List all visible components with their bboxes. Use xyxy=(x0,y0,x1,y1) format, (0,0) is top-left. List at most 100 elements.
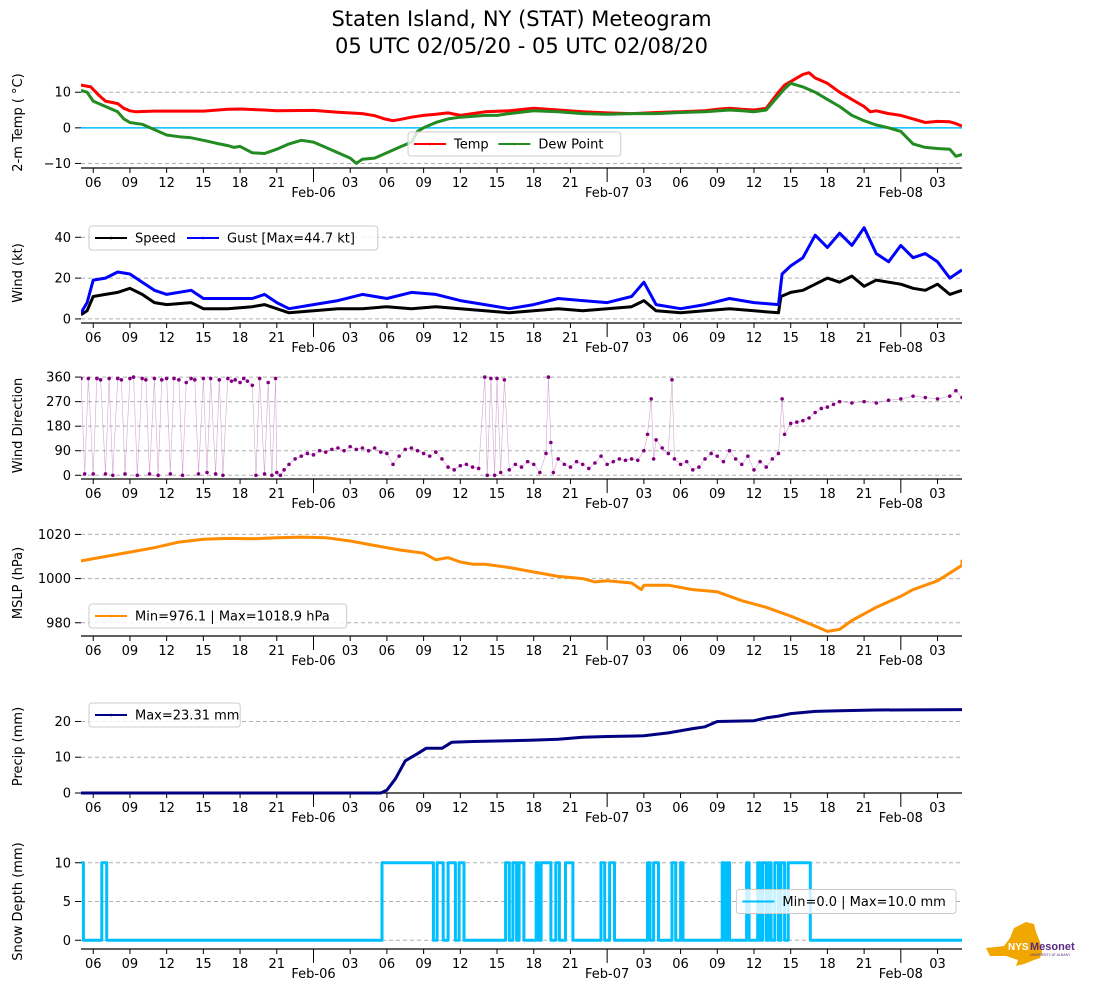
legend-marker xyxy=(201,236,205,240)
data-point xyxy=(837,399,842,404)
y-tick-label: 1000 xyxy=(38,572,71,587)
data-point xyxy=(788,421,793,426)
x-tick-label: 12 xyxy=(158,331,175,346)
y-tick-label: 20 xyxy=(54,715,71,730)
data-point xyxy=(152,376,157,381)
x-tick-label: 06 xyxy=(672,487,689,502)
data-point xyxy=(131,375,136,379)
x-tick-label: 06 xyxy=(85,176,102,191)
data-point xyxy=(205,470,209,475)
x-tick-label: 09 xyxy=(122,957,139,972)
y-tick-label: 360 xyxy=(46,371,71,386)
x-tick-label: 15 xyxy=(195,176,212,191)
data-point xyxy=(476,466,481,471)
x-tick-label: 21 xyxy=(562,331,579,346)
y-tick-label: 180 xyxy=(46,420,71,435)
y-tick-label: 10 xyxy=(54,751,71,766)
x-tick-label: 21 xyxy=(856,644,873,659)
data-point xyxy=(593,461,597,465)
data-point xyxy=(586,466,591,471)
x-tick-label: 09 xyxy=(709,176,726,191)
data-point xyxy=(531,462,536,467)
data-point xyxy=(642,448,646,453)
data-point xyxy=(697,465,701,469)
series-line-speed xyxy=(81,274,962,317)
data-point xyxy=(960,395,962,400)
data-point xyxy=(208,376,213,381)
data-point xyxy=(670,378,674,382)
data-point xyxy=(556,457,561,461)
data-point xyxy=(254,473,258,478)
x-tick-label: 18 xyxy=(819,176,836,191)
x-tick-label: 15 xyxy=(489,331,506,346)
x-tick-label: 21 xyxy=(269,801,286,816)
data-point xyxy=(427,454,432,458)
y-axis-label: Wind Direction xyxy=(11,378,26,474)
panel-mslp: 980 1000 1020 MSLP (hPa) 06 09 12 15 18 21 03 06 09 1… xyxy=(11,528,962,669)
legend-marker xyxy=(428,142,432,146)
data-point xyxy=(807,416,811,420)
x-date-label: Feb-08 xyxy=(879,654,923,669)
data-point xyxy=(660,446,665,450)
x-tick-label: 12 xyxy=(452,957,469,972)
data-point xyxy=(103,472,108,476)
data-point xyxy=(330,447,334,452)
x-tick-label: 15 xyxy=(782,644,799,659)
x-tick-label: 03 xyxy=(636,176,653,191)
x-tick-label: 12 xyxy=(452,644,469,659)
x-tick-label: 03 xyxy=(342,644,359,659)
x-tick-label: 12 xyxy=(452,801,469,816)
y-axis-label: MSLP (hPa) xyxy=(11,547,26,619)
x-tick-label: 09 xyxy=(415,801,432,816)
logo-nys-text: NYS xyxy=(1008,942,1029,953)
data-point xyxy=(348,444,352,449)
data-point xyxy=(233,378,237,382)
x-date-label: Feb-06 xyxy=(291,341,335,356)
data-point xyxy=(562,462,567,467)
y-tick-label: 0 xyxy=(63,312,71,327)
y-axis-label: 2-m Temp ( °C) xyxy=(11,73,26,171)
x-tick-label: 03 xyxy=(636,487,653,502)
data-point xyxy=(801,418,805,423)
data-point xyxy=(899,397,903,401)
y-tick-label: 40 xyxy=(54,231,71,246)
legend: Max=23.31 mm xyxy=(88,702,241,728)
x-date-label: Feb-06 xyxy=(291,967,335,982)
legend-box xyxy=(735,889,957,914)
x-tick-label: 12 xyxy=(452,331,469,346)
data-point xyxy=(519,465,524,469)
x-tick-label: 18 xyxy=(819,644,836,659)
x-tick-label: 12 xyxy=(746,644,763,659)
data-point xyxy=(862,399,866,404)
x-tick-label: 03 xyxy=(636,331,653,346)
x-tick-label: 03 xyxy=(342,331,359,346)
x-tick-label: 15 xyxy=(489,801,506,816)
x-tick-label: 09 xyxy=(415,644,432,659)
data-point xyxy=(458,463,463,468)
data-point xyxy=(746,454,750,458)
data-point xyxy=(372,446,377,450)
data-point xyxy=(168,472,173,476)
series-line-temp xyxy=(81,71,962,128)
x-tick-label: 18 xyxy=(819,331,836,346)
x-date-label: Feb-08 xyxy=(879,497,923,512)
y-tick-label: 20 xyxy=(54,272,71,287)
data-point xyxy=(611,459,616,464)
y-axis-label: Wind (kt) xyxy=(11,243,26,303)
y-axis-label: Snow Depth (mm) xyxy=(11,842,26,960)
x-tick-label: 03 xyxy=(929,331,946,346)
data-point xyxy=(164,376,169,381)
chart-title-line2: 05 UTC 02/05/20 - 05 UTC 02/08/20 xyxy=(335,34,708,58)
data-point xyxy=(91,472,96,476)
x-tick-label: 12 xyxy=(158,176,175,191)
data-point xyxy=(874,401,879,405)
x-tick-label: 15 xyxy=(489,644,506,659)
x-tick-label: 15 xyxy=(489,487,506,502)
data-point xyxy=(119,378,124,382)
x-tick-label: 09 xyxy=(122,331,139,346)
data-point xyxy=(282,468,286,472)
panel-wind: 0 20 40 Wind (kt) 06 09 12 15 18 21 03 06 09 12 15 18 21… xyxy=(11,225,962,356)
x-tick-label: 03 xyxy=(636,801,653,816)
x-tick-label: 21 xyxy=(562,801,579,816)
series-line-min-976-1-max-1018-9-hpa xyxy=(81,535,962,633)
